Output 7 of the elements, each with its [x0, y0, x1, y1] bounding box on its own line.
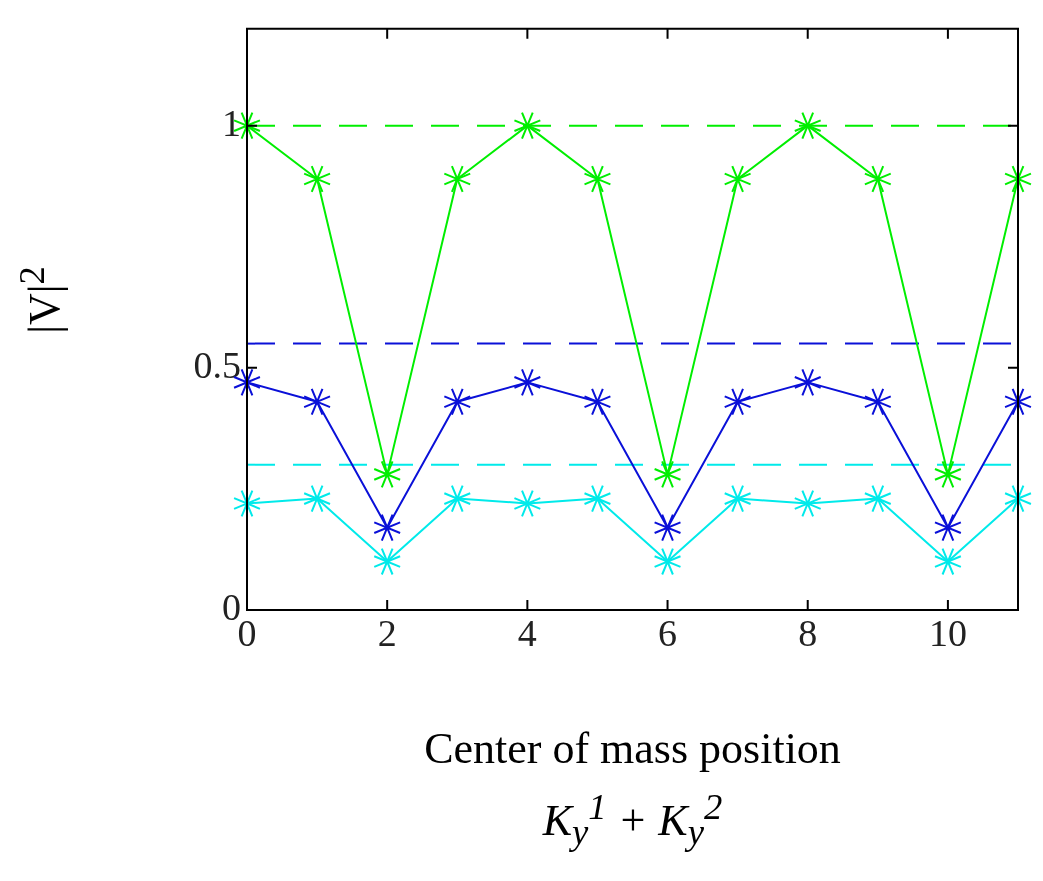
x-tick-label: 2 — [377, 611, 397, 654]
y-tick-label: 1 — [222, 101, 241, 144]
x-tick-label: 10 — [928, 611, 967, 654]
x-tick-label: 4 — [517, 611, 537, 654]
x-tick-label: 6 — [658, 611, 678, 654]
x-tick-label: 8 — [798, 611, 818, 654]
y-tick-label: 0.5 — [193, 343, 241, 386]
